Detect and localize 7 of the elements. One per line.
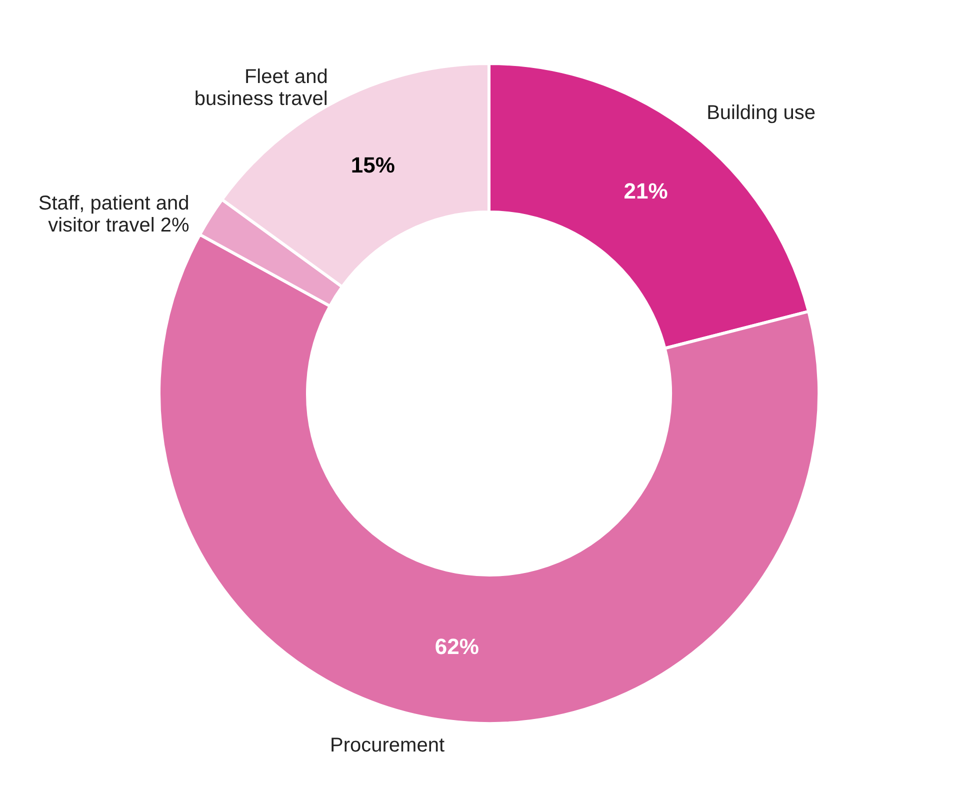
slice-label: Procurement <box>330 734 445 757</box>
data-label: 62% <box>434 634 479 660</box>
data-label: 21% <box>624 178 668 204</box>
slice-label: Staff, patient and visitor travel 2% <box>38 192 190 236</box>
slice-label: Fleet and business travel <box>194 66 328 110</box>
slice-label: Building use <box>706 102 816 124</box>
data-label: 15% <box>350 152 395 178</box>
